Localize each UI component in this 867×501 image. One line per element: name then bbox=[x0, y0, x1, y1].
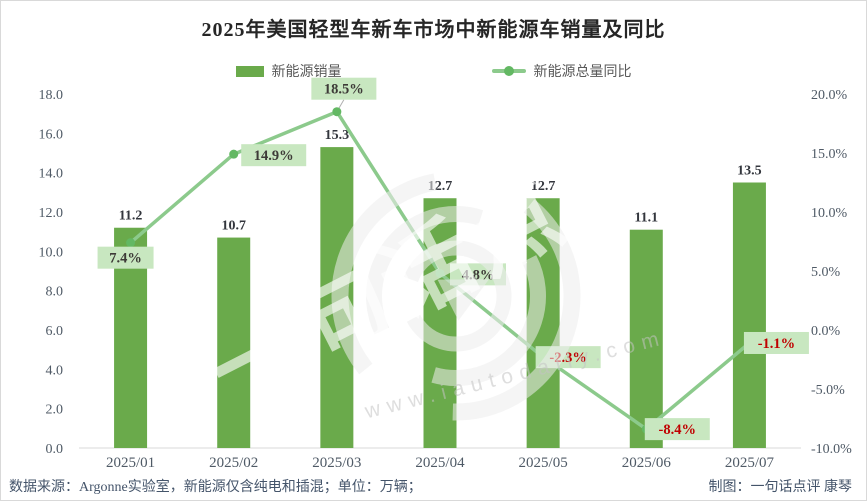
line-value-label: -8.4% bbox=[659, 422, 696, 438]
x-axis-label: 2025/01 bbox=[106, 455, 155, 471]
line-label-bg bbox=[311, 77, 377, 100]
left-axis-tick: 12.0 bbox=[39, 206, 64, 221]
line-label-bg bbox=[97, 246, 154, 269]
right-axis-tick: 10.0% bbox=[811, 206, 848, 221]
line-value-label: 4.8% bbox=[462, 267, 495, 283]
line-marker-icon bbox=[503, 66, 514, 76]
bar-2025/03 bbox=[320, 147, 354, 448]
line-value-label: -1.1% bbox=[758, 336, 795, 352]
left-axis-tick: 0.0 bbox=[46, 442, 64, 457]
line-point-2025/04 bbox=[435, 268, 445, 278]
bar-2025/05 bbox=[526, 198, 560, 448]
right-axis-tick: -5.0% bbox=[811, 383, 845, 398]
x-axis-label: 2025/07 bbox=[725, 455, 775, 471]
footer: 数据来源：Argonne实验室，新能源仅含纯电和插混；单位：万辆； 制图：一句话… bbox=[1, 476, 866, 496]
line-value-label: 7.4% bbox=[109, 251, 142, 267]
bar-value-label: 12.7 bbox=[428, 179, 453, 194]
line-point-2025/01 bbox=[126, 238, 136, 248]
bar-value-label: 11.2 bbox=[119, 209, 143, 224]
left-axis-tick: 18.0 bbox=[39, 88, 64, 103]
line-value-label: 14.9% bbox=[254, 148, 294, 164]
line-point-2025/02 bbox=[229, 149, 239, 159]
line-label-bg bbox=[644, 418, 710, 441]
x-axis-label: 2025/04 bbox=[415, 455, 465, 471]
bar-value-label: 13.5 bbox=[737, 164, 762, 179]
legend: 新能源销量 新能源总量同比 bbox=[1, 61, 866, 81]
legend-item-bars: 新能源销量 bbox=[235, 61, 342, 81]
bar-value-label: 12.7 bbox=[531, 179, 556, 194]
right-axis-tick: 20.0% bbox=[811, 88, 848, 103]
bar-value-label: 10.7 bbox=[221, 219, 246, 234]
line-swatch-icon bbox=[491, 66, 526, 76]
x-axis-label: 2025/03 bbox=[312, 455, 361, 471]
right-axis-tick: -10.0% bbox=[811, 442, 852, 457]
left-axis-tick: 14.0 bbox=[39, 167, 64, 182]
legend-line-label: 新能源总量同比 bbox=[533, 65, 632, 80]
credit-note: 制图：一句话点评 康琴 bbox=[708, 480, 853, 495]
bar-value-label: 15.3 bbox=[325, 128, 350, 143]
left-axis-tick: 10.0 bbox=[39, 245, 64, 260]
left-axis-tick: 4.0 bbox=[46, 363, 64, 378]
bar-2025/02 bbox=[217, 237, 251, 448]
line-value-label: 18.5% bbox=[324, 82, 364, 98]
x-axis-label: 2025/05 bbox=[519, 455, 568, 471]
chart-title: 2025年美国轻型车新车市场中新能源车销量及同比 bbox=[201, 19, 666, 41]
line-point-2025/03 bbox=[332, 107, 342, 117]
left-axis-tick: 8.0 bbox=[46, 285, 64, 300]
data-source-note: 数据来源：Argonne实验室，新能源仅含纯电和插混；单位：万辆； bbox=[9, 480, 422, 495]
legend-bars-label: 新能源销量 bbox=[271, 65, 342, 80]
bar-2025/06 bbox=[629, 229, 663, 448]
legend-item-line: 新能源总量同比 bbox=[491, 61, 632, 81]
line-label-bg bbox=[743, 331, 809, 354]
bar-2025/04 bbox=[423, 198, 457, 448]
bar-2025/07 bbox=[732, 182, 766, 448]
x-axis-label: 2025/06 bbox=[622, 455, 672, 471]
bar-value-label: 11.1 bbox=[634, 211, 658, 226]
line-label-bg bbox=[241, 144, 307, 167]
left-axis-tick: 16.0 bbox=[39, 127, 64, 142]
left-axis-tick: 6.0 bbox=[46, 324, 64, 339]
x-axis-label: 2025/02 bbox=[209, 455, 258, 471]
left-axis-tick: 2.0 bbox=[46, 403, 64, 418]
line-value-label: -2.3% bbox=[549, 350, 586, 366]
bar-swatch-icon bbox=[235, 65, 264, 77]
right-axis-tick: 15.0% bbox=[811, 147, 848, 162]
right-axis-tick: 5.0% bbox=[811, 265, 841, 280]
right-axis-tick: 0.0% bbox=[811, 324, 841, 339]
